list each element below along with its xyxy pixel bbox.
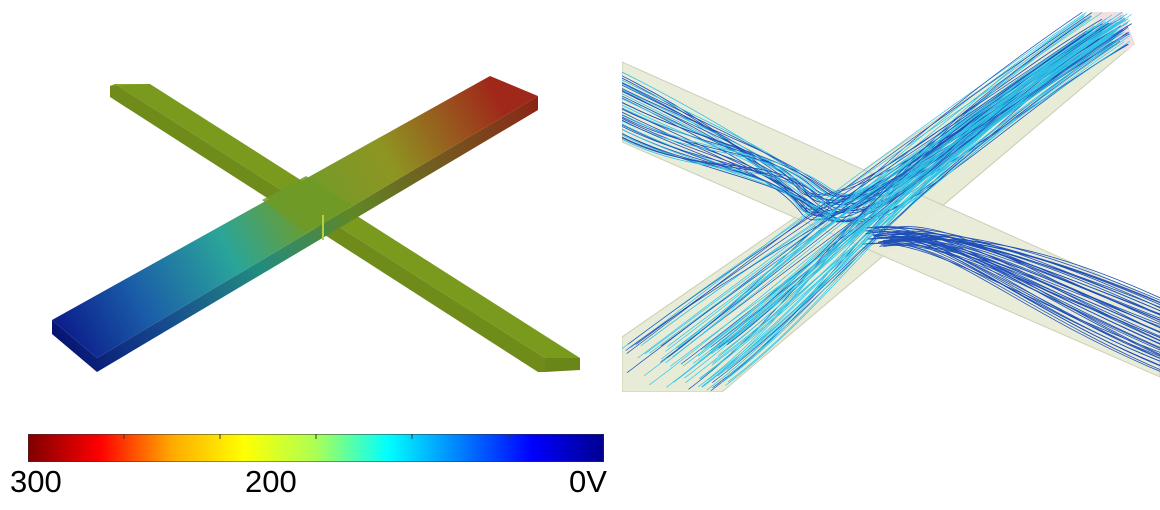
long-channel-side: [52, 320, 97, 372]
streamline: [891, 226, 1160, 333]
streamline-3d-plot: [622, 12, 1160, 392]
streamline: [711, 13, 1128, 355]
streamline: [871, 231, 1160, 362]
streamline: [726, 19, 1087, 346]
streamline: [666, 12, 1123, 388]
streamline: [698, 18, 1091, 388]
streamline: [660, 30, 1093, 360]
streamline: [886, 239, 1160, 342]
streamline: [627, 30, 1087, 345]
streamline: [711, 36, 1122, 366]
colorbar-label-mid: 200: [245, 464, 297, 499]
streamline: [649, 21, 1123, 386]
streamline: [884, 240, 1160, 329]
streamline: [626, 12, 1092, 354]
streamline: [874, 226, 1160, 359]
streamline: [667, 12, 1083, 359]
streamline: [685, 37, 1114, 383]
streamline: [877, 236, 1160, 367]
long-channel-side-bottom: [97, 96, 538, 372]
streamline: [622, 43, 1129, 213]
streamline: [866, 226, 1160, 319]
streamline: [891, 231, 1160, 355]
streamline: [622, 18, 1103, 195]
streamline: [710, 33, 1086, 351]
streamline: [731, 24, 1115, 353]
short-channel-end-right: [545, 358, 580, 372]
streamline: [875, 242, 1160, 372]
streamline: [637, 18, 1107, 359]
streamline: [684, 30, 1116, 379]
streamline: [879, 227, 1160, 312]
colorbar-ticks: [123, 434, 509, 439]
streamline: [635, 36, 1083, 345]
streamline: [622, 22, 1110, 216]
streamline: [716, 31, 1125, 351]
streamlines-group: [622, 12, 1160, 391]
short-channel-upper-end: [110, 84, 150, 86]
streamline: [665, 18, 1112, 352]
streamline: [626, 29, 1094, 373]
streamline: [625, 34, 1120, 351]
streamline: [882, 239, 1160, 344]
streamline: [867, 230, 1160, 357]
streamline: [672, 38, 1095, 358]
streamline: [717, 37, 1108, 377]
colorbar-label-min: 0V: [569, 464, 607, 499]
streamline: [698, 40, 1113, 362]
streamline: [630, 12, 1087, 348]
colorbar-label-max: 300: [10, 464, 62, 499]
channel-intersection: [262, 176, 352, 232]
potential-field-3d-plot: [52, 76, 580, 372]
streamline: [885, 242, 1160, 359]
colorbar: [28, 434, 604, 462]
streamline: [697, 21, 1118, 357]
